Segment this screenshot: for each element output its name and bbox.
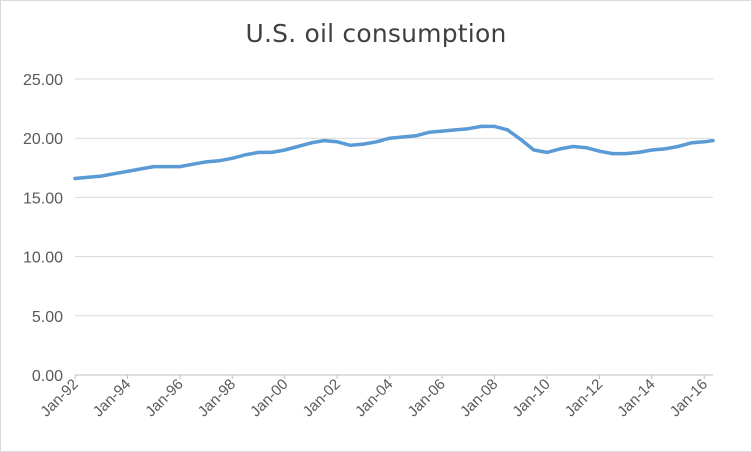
y-tick-label: 10.00 (23, 250, 63, 267)
data-point (571, 144, 575, 149)
data-point (711, 139, 715, 143)
data-point (217, 159, 221, 163)
data-point (86, 175, 90, 179)
data-point (348, 143, 352, 147)
chart-title: U.S. oil consumption (245, 19, 507, 48)
data-point (492, 124, 497, 128)
x-tick-label: Jan-08 (457, 376, 501, 420)
data-point (597, 149, 602, 153)
data-point (309, 141, 313, 145)
data-point (610, 152, 615, 156)
data-point (125, 169, 129, 173)
data-point (440, 129, 444, 133)
data-point (584, 146, 588, 150)
data-point (545, 150, 549, 154)
series-lines (73, 124, 715, 181)
data-point (637, 150, 641, 154)
y-tick-label: 15.00 (23, 190, 63, 207)
data-point (466, 127, 470, 131)
data-point (256, 150, 261, 154)
data-point (453, 128, 457, 132)
x-tick-label: Jan-94 (90, 376, 134, 420)
data-point (230, 156, 234, 160)
data-point (270, 150, 274, 154)
x-tick-label: Jan-06 (404, 376, 448, 420)
gridlines (75, 78, 713, 376)
data-point (335, 140, 339, 144)
data-point (532, 148, 536, 152)
y-tick-label: 0.00 (32, 368, 63, 385)
data-point (243, 153, 247, 157)
x-tick-label: Jan-12 (562, 376, 606, 420)
x-tick-label: Jan-16 (667, 376, 711, 420)
data-point (283, 148, 287, 152)
x-tick-label: Jan-00 (247, 376, 291, 420)
data-point (558, 147, 562, 151)
data-point (99, 174, 103, 178)
data-point (414, 134, 418, 138)
y-tick-label: 20.00 (23, 131, 63, 148)
data-point (427, 130, 431, 134)
data-point (676, 144, 680, 149)
data-point (702, 140, 706, 144)
data-point (506, 128, 510, 132)
x-axis-ticks: Jan-92 Jan-94 Jan-96 Jan-98 Jan-00 Jan-02 Jan-… (37, 375, 711, 420)
x-tick-label: Jan-10 (509, 376, 553, 420)
data-point (191, 162, 195, 166)
data-point (519, 137, 523, 141)
data-point (296, 144, 300, 149)
data-point (650, 148, 654, 152)
data-point (479, 124, 483, 128)
x-tick-label: Jan-98 (195, 376, 239, 420)
data-point (624, 152, 628, 156)
data-point (401, 135, 405, 139)
data-point (361, 142, 365, 146)
data-point (138, 167, 143, 171)
data-point (178, 165, 182, 169)
x-tick-label: Jan-96 (142, 376, 186, 420)
data-point (73, 176, 77, 181)
y-tick-label: 25.00 (23, 72, 63, 89)
data-point (152, 165, 156, 169)
data-point (374, 140, 379, 144)
x-tick-label: Jan-04 (352, 376, 396, 420)
data-point (112, 172, 116, 176)
data-point (322, 139, 326, 143)
data-point (689, 141, 693, 145)
x-tick-label: Jan-02 (300, 376, 344, 420)
data-point (165, 165, 169, 169)
data-point (204, 160, 208, 164)
data-point (388, 136, 392, 140)
y-axis-ticks: 0.00 5.00 10.00 15.00 20.00 25.00 (23, 72, 63, 385)
y-tick-label: 5.00 (32, 309, 63, 326)
x-tick-label: Jan-14 (614, 376, 658, 420)
series-line (73, 124, 715, 181)
data-point (663, 147, 667, 151)
